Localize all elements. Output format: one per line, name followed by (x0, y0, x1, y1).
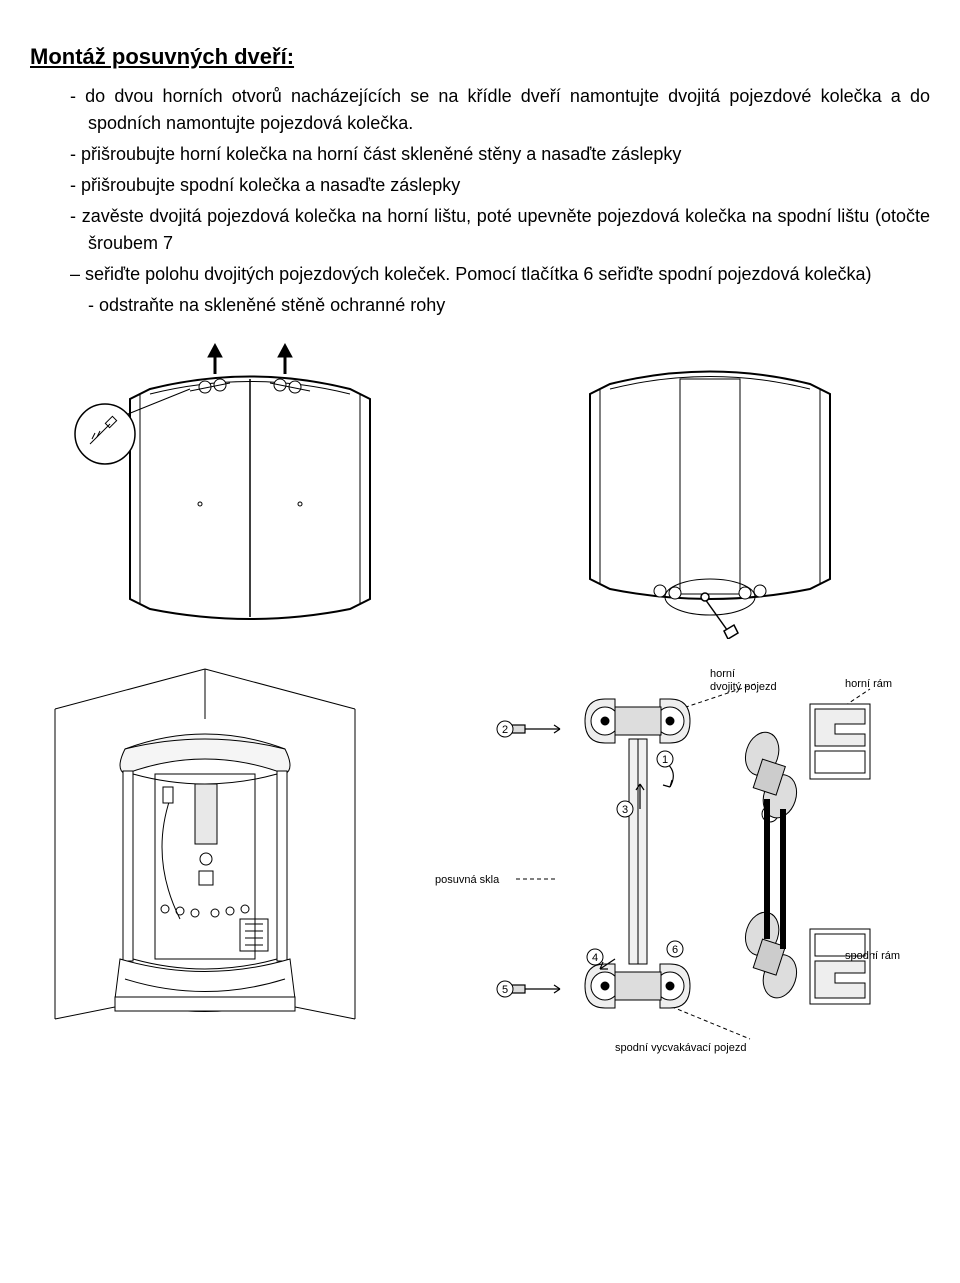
callout-6: 6 (672, 944, 678, 956)
bullet-1: - přišroubujte horní kolečka na horní čá… (70, 141, 930, 168)
bullet-0: - do dvou horních otvorů nacházejících s… (70, 83, 930, 137)
bullet-4: – seřiďte polohu dvojitých pojezdových k… (70, 261, 930, 288)
callout-2: 2 (502, 724, 508, 736)
diagram-row-1 (30, 339, 930, 639)
label-posuvna-skla: posuvná skla (435, 874, 500, 886)
diagram-roller-mechanism: 1 2 3 4 5 6 7 (415, 659, 915, 1059)
callout-5: 5 (502, 984, 508, 996)
label-spodni-ram: spodní rám (845, 950, 900, 962)
diagram-cabin-perspective (45, 659, 365, 1039)
bullet-3: - zavěste dvojitá pojezdová kolečka na h… (70, 203, 930, 257)
callout-3: 3 (622, 804, 628, 816)
callout-4: 4 (592, 952, 598, 964)
label-horni-pojezd: horní (710, 668, 735, 680)
diagram-row-2: 1 2 3 4 5 6 7 (30, 659, 930, 1059)
bullet-5: - odstraňte na skleněné stěně ochranné r… (70, 292, 930, 319)
bullet-2: - přišroubujte spodní kolečka a nasaďte … (70, 172, 930, 199)
callout-1: 1 (662, 754, 668, 766)
diagram-top-right (530, 339, 890, 639)
label-spodni-pojezd: spodní vycvakávací pojezd (615, 1042, 746, 1054)
label-horni-ram: horní rám (845, 678, 892, 690)
label-horni-pojezd2: dvojitý pojezd (710, 681, 777, 693)
diagram-top-left (70, 339, 430, 639)
page-title: Montáž posuvných dveří: (30, 40, 930, 73)
